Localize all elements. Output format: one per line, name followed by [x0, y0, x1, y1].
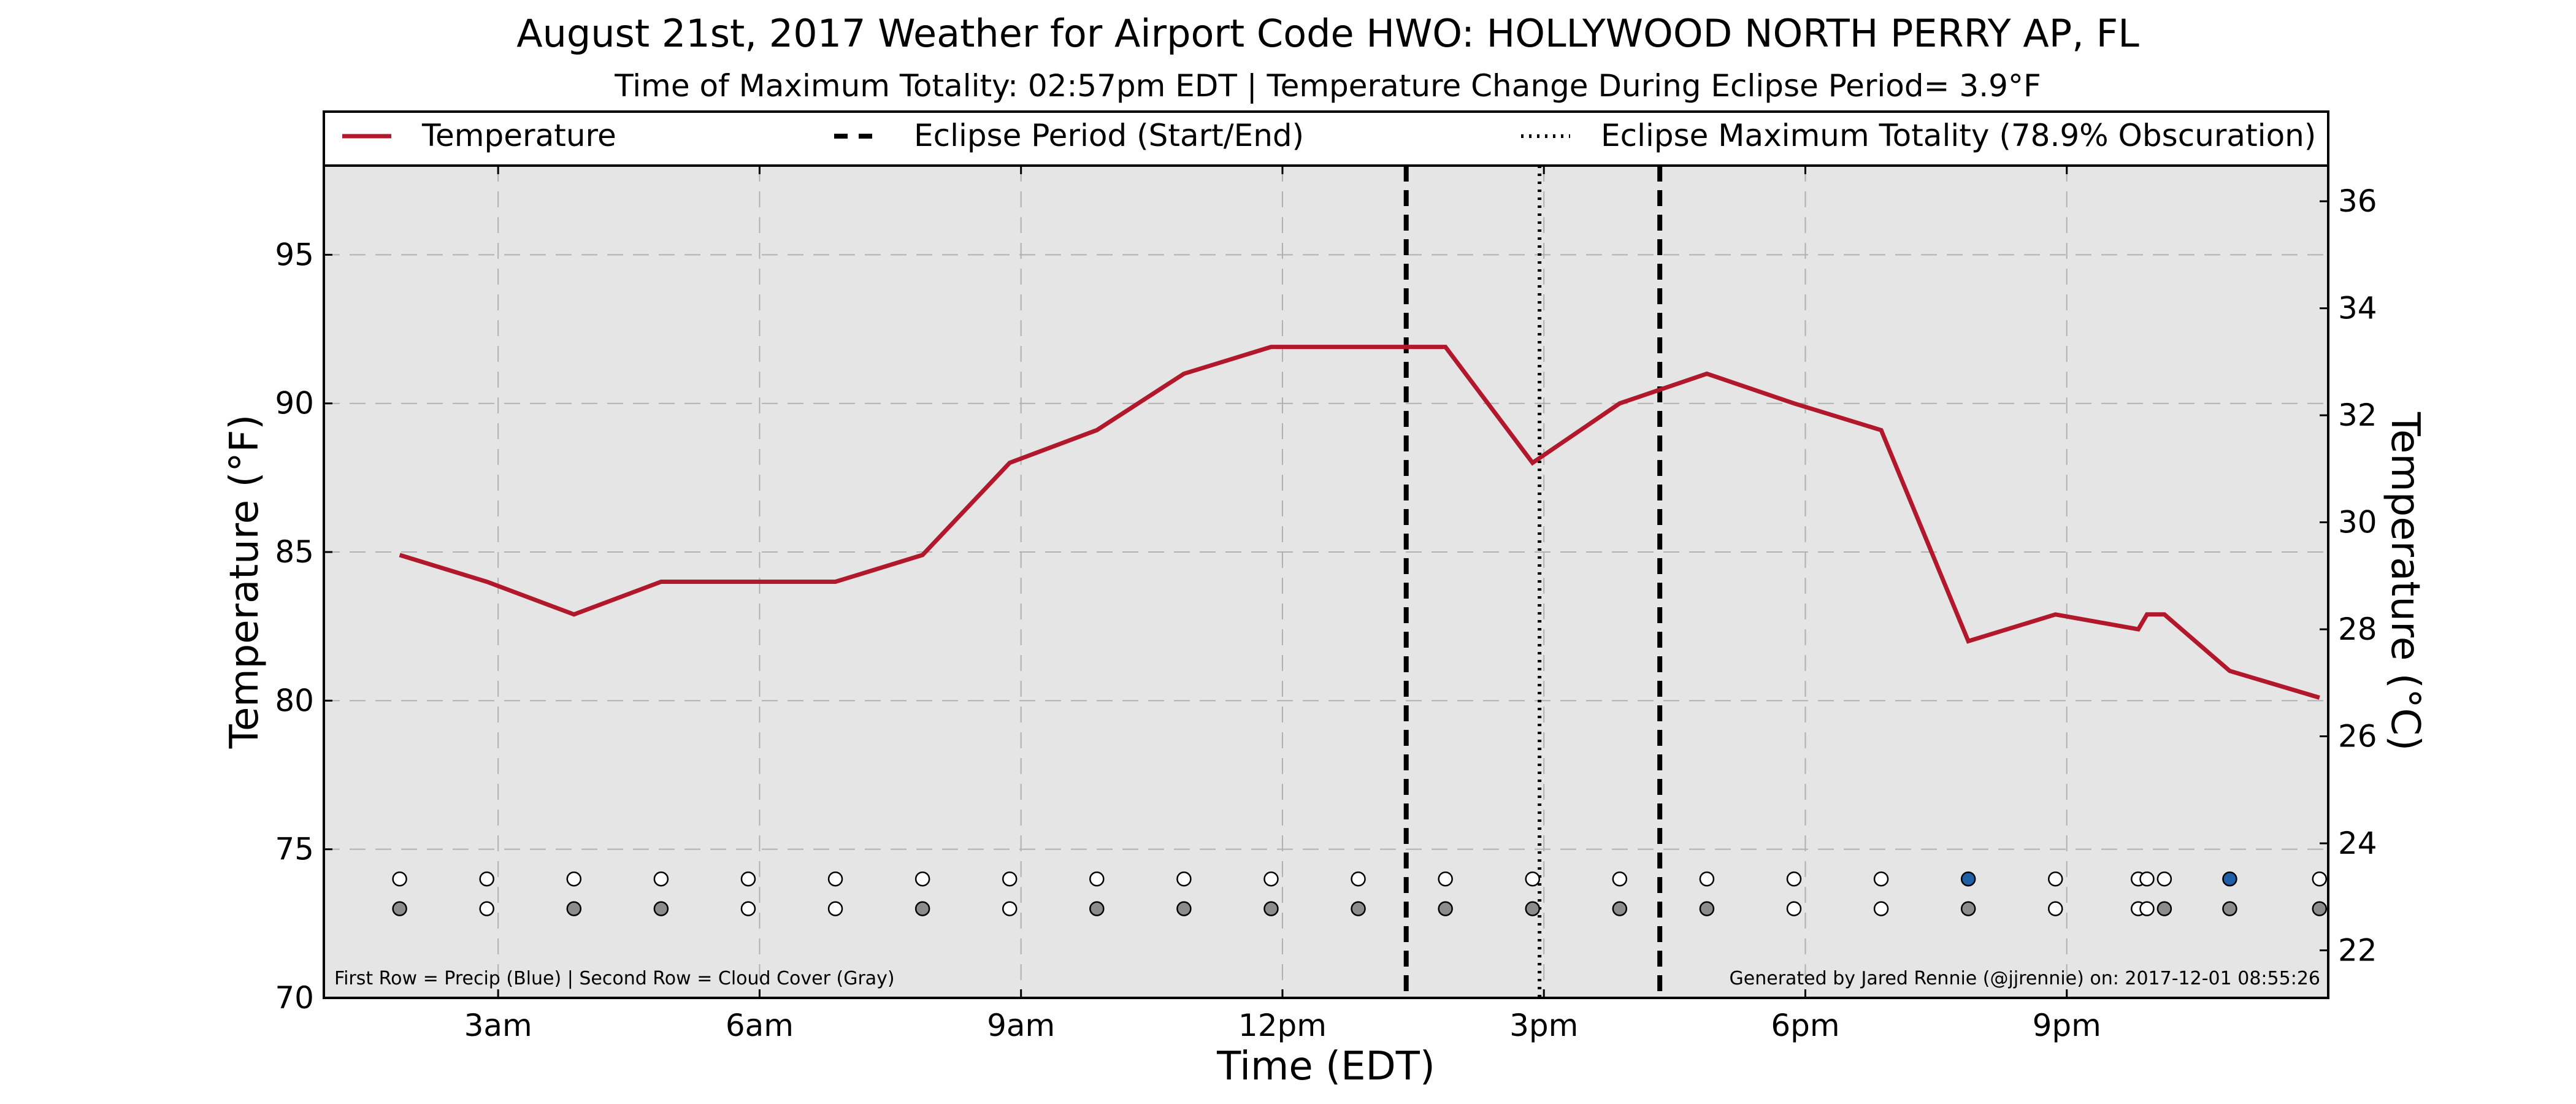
legend-eclipse-period-label: Eclipse Period (Start/End): [914, 118, 1304, 153]
temperature-line: [399, 345, 2320, 700]
legend-temperature-label: Temperature: [421, 118, 616, 153]
x-tick-label: 6am: [726, 1008, 794, 1043]
series-layer: [399, 345, 2320, 700]
precip-marker: [1263, 871, 1279, 887]
cloud-cover-marker: [653, 901, 669, 916]
y-right-tick-label: 26: [2338, 719, 2377, 754]
cloud-cover-marker: [914, 901, 930, 916]
cloud-cover-marker: [1525, 901, 1540, 916]
cloud-cover-marker: [2312, 901, 2328, 916]
cloud-cover-marker: [1351, 901, 1366, 916]
cloud-cover-marker: [1176, 901, 1192, 916]
precip-marker: [1612, 871, 1628, 887]
x-tick-label: 3pm: [1509, 1008, 1578, 1043]
precip-marker: [1699, 871, 1715, 887]
plot-background: [324, 166, 2328, 998]
footnote-right: Generated by Jared Rennie (@jjrennie) on…: [1730, 968, 2320, 989]
x-tick-label: 6pm: [1771, 1008, 1839, 1043]
cloud-cover-marker: [827, 901, 843, 916]
precip-marker: [1786, 871, 1802, 887]
precip-marker: [1089, 871, 1105, 887]
y-right-tick-label: 22: [2338, 932, 2377, 968]
precip-marker: [1873, 871, 1889, 887]
precip-marker: [827, 871, 843, 887]
precip-marker: [1438, 871, 1453, 887]
y-axis-right-ticks: 22 24 26 28 30 32 34 36: [2320, 183, 2377, 968]
chart-title: August 21st, 2017 Weather for Airport Co…: [516, 11, 2139, 56]
y-right-tick-label: 36: [2338, 183, 2377, 219]
legend-max-totality-label: Eclipse Maximum Totality (78.9% Obscurat…: [1601, 118, 2316, 153]
legend-box: [323, 110, 2329, 167]
y-axis-right-label: Temperature (°C): [2382, 412, 2428, 751]
precip-marker: [1960, 871, 1976, 887]
cloud-cover-marker: [1089, 901, 1105, 916]
cloud-cover-marker: [2222, 901, 2237, 916]
precip-marker: [566, 871, 582, 887]
x-tick-label: 9am: [987, 1008, 1055, 1043]
cloud-cover-marker: [566, 901, 582, 916]
cloud-cover-marker: [2048, 901, 2063, 916]
x-tick-label: 3am: [464, 1008, 532, 1043]
cloud-cover-marker: [479, 901, 494, 916]
cloud-cover-marker: [1786, 901, 1802, 916]
precip-marker: [479, 871, 494, 887]
precip-marker: [2312, 871, 2328, 887]
cloud-cover-marker: [1612, 901, 1628, 916]
y-right-tick-label: 30: [2338, 505, 2377, 540]
y-axis-label: Temperature (°F): [222, 415, 267, 749]
x-tick-label: 12pm: [1238, 1008, 1327, 1043]
y-tick-label: 90: [275, 386, 314, 421]
chart-subtitle: Time of Maximum Totality: 02:57pm EDT | …: [614, 68, 2041, 104]
cloud-cover-marker: [1002, 901, 1018, 916]
y-tick-label: 95: [275, 237, 314, 272]
y-tick-label: 75: [275, 832, 314, 867]
cloud-cover-marker: [1873, 901, 1889, 916]
precip-marker: [2048, 871, 2063, 887]
x-axis-label: Time (EDT): [1216, 1044, 1435, 1089]
y-tick-label: 80: [275, 683, 314, 718]
y-right-tick-label: 32: [2338, 397, 2377, 433]
precip-marker: [740, 871, 756, 887]
y-right-tick-label: 28: [2338, 611, 2377, 647]
precip-marker: [392, 871, 407, 887]
precip-marker: [653, 871, 669, 887]
y-tick-label: 85: [275, 534, 314, 570]
cloud-cover-marker: [2139, 901, 2155, 916]
precip-marker: [2156, 871, 2172, 887]
precip-marker: [2222, 871, 2237, 887]
precip-marker: [1351, 871, 1366, 887]
precip-marker: [1176, 871, 1192, 887]
precip-marker: [1525, 871, 1540, 887]
x-axis-ticks: 3am 6am 9am 12pm 3pm 6pm 9pm: [464, 166, 2101, 1043]
precip-marker: [1002, 871, 1018, 887]
cloud-cover-marker: [1960, 901, 1976, 916]
precip-marker: [2139, 871, 2155, 887]
markers-layer: [392, 871, 2328, 916]
cloud-cover-marker: [1263, 901, 1279, 916]
footnote-left: First Row = Precip (Blue) | Second Row =…: [334, 968, 895, 989]
precip-marker: [914, 871, 930, 887]
y-right-tick-label: 24: [2338, 826, 2377, 861]
cloud-cover-marker: [1438, 901, 1453, 916]
cloud-cover-marker: [1699, 901, 1715, 916]
y-right-tick-label: 34: [2338, 291, 2377, 326]
cloud-cover-marker: [2156, 901, 2172, 916]
eclipse-lines: [1403, 166, 1663, 998]
cloud-cover-marker: [740, 901, 756, 916]
y-tick-label: 70: [275, 980, 314, 1016]
x-tick-label: 9pm: [2033, 1008, 2101, 1043]
cloud-cover-marker: [392, 901, 407, 916]
y-axis-ticks: 70 75 80 85 90 95: [275, 237, 332, 1016]
